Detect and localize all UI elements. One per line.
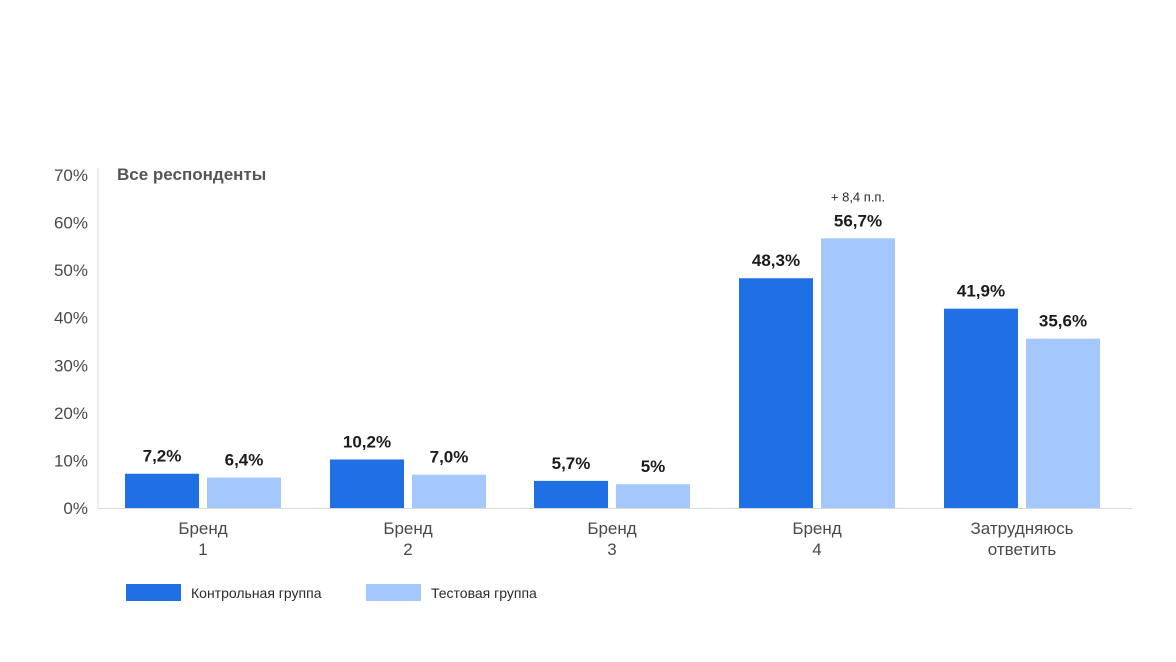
x-tick-label: Бренд 3 xyxy=(587,519,636,559)
data-label: 6,4% xyxy=(225,451,264,470)
bar-test xyxy=(1026,338,1100,508)
data-label: 5,7% xyxy=(552,454,591,473)
legend-swatch xyxy=(126,584,181,601)
legend: Контрольная группа Тестовая группа xyxy=(126,584,537,601)
data-label: 10,2% xyxy=(343,432,391,451)
y-tick-label: 30% xyxy=(54,356,88,375)
x-tick-label: Затрудняюсь ответить xyxy=(971,519,1074,559)
bar-test xyxy=(412,474,486,508)
y-tick-label: 50% xyxy=(54,261,88,280)
y-tick-label: 0% xyxy=(63,499,88,518)
y-tick-label: 20% xyxy=(54,404,88,423)
x-tick-label: Бренд 4 xyxy=(792,519,841,559)
y-tick-label: 60% xyxy=(54,214,88,233)
bar-test xyxy=(821,238,895,508)
data-label: 41,9% xyxy=(957,282,1005,301)
legend-label: Тестовая группа xyxy=(431,585,537,601)
x-tick-label: Бренд 2 xyxy=(383,519,432,559)
data-label: 35,6% xyxy=(1039,312,1087,331)
bar-control xyxy=(534,480,608,508)
bars-group: 7,2% 6,4% 10,2% 7,0% 5,7% 5% 48,3% 56,7% + 8,4 п… xyxy=(125,189,1100,508)
legend-swatch xyxy=(366,584,421,601)
bar-control xyxy=(739,278,813,508)
bar-control xyxy=(944,308,1018,508)
data-label: 5% xyxy=(641,457,666,476)
chart-title: Все респонденты xyxy=(117,165,266,184)
y-tick-label: 40% xyxy=(54,309,88,328)
bar-control xyxy=(330,459,404,508)
legend-label: Контрольная группа xyxy=(191,585,322,601)
bar-test xyxy=(207,477,281,508)
data-label: 56,7% xyxy=(834,211,882,230)
data-label: 48,3% xyxy=(752,251,800,270)
y-tick-label: 10% xyxy=(54,451,88,470)
bar-control xyxy=(125,473,199,508)
annotation-label: + 8,4 п.п. xyxy=(831,189,885,204)
y-axis: 0% 10% 20% 30% 40% 50% 60% 70% xyxy=(54,166,1132,518)
y-tick-label: 70% xyxy=(54,166,88,185)
bar-test xyxy=(616,484,690,508)
data-label: 7,0% xyxy=(430,448,469,467)
x-tick-label: Бренд 1 xyxy=(178,519,227,559)
x-axis: Бренд 1 Бренд 2 Бренд 3 Бренд 4 Затрудняюсь ответ… xyxy=(178,519,1073,559)
data-label: 7,2% xyxy=(143,447,182,466)
